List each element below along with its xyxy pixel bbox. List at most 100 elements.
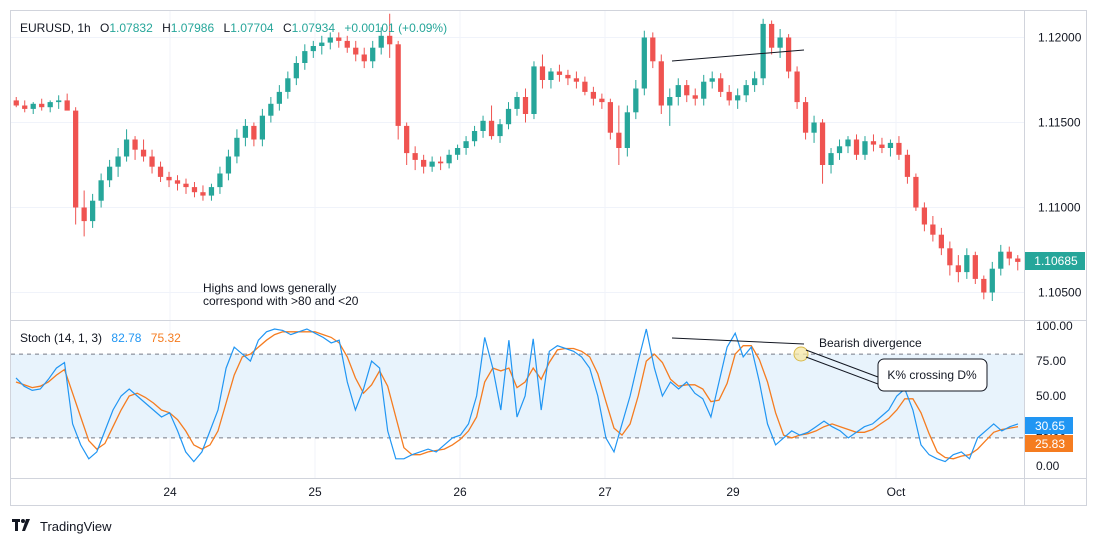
candle-body (39, 103, 45, 108)
price-annotation-line-2: correspond with >80 and <20 (203, 294, 359, 308)
candle-body (938, 234, 945, 249)
candle-body (183, 183, 189, 188)
candle-body (921, 207, 928, 225)
candle-body (140, 149, 147, 157)
stoch-tick-label: 0.00 (1036, 459, 1060, 473)
stoch-d-value: 75.32 (151, 331, 181, 345)
candle-body (548, 71, 554, 80)
tradingview-logo[interactable]: TradingView (12, 518, 112, 534)
candle-body (556, 71, 563, 75)
stoch-overbought-oversold-band (11, 354, 1024, 438)
candle-body (437, 161, 444, 164)
candle-body (174, 180, 181, 184)
candle-body (777, 37, 783, 48)
close-label: C (283, 21, 292, 35)
time-axis[interactable]: 24 25 26 27 29 Oct (163, 485, 906, 499)
candle-body (64, 100, 70, 111)
stoch-tick-label: 100.00 (1036, 319, 1073, 333)
candle-body (327, 37, 333, 43)
candle-body (259, 115, 266, 140)
candle-body (836, 146, 843, 154)
price-grid (11, 11, 1024, 320)
stoch-legend[interactable]: Stoch (14, 1, 3) 82.78 75.32 (20, 331, 181, 345)
candle-body (225, 156, 232, 174)
candle-body (955, 265, 961, 273)
candle-body (896, 142, 902, 155)
time-tick-label: 25 (308, 485, 322, 499)
stoch-k-line (15, 328, 1019, 463)
candle-body (157, 166, 164, 177)
candle-body (497, 124, 503, 137)
candle-body (429, 161, 435, 167)
candle-body (701, 81, 707, 99)
crossing-highlight-circle (793, 346, 809, 362)
stoch-d-last-marker: 25.83 (1025, 435, 1073, 452)
candle-body (208, 187, 215, 196)
candle-body (353, 47, 359, 55)
price-divergence-trendline[interactable] (671, 49, 805, 62)
candle-body (1006, 251, 1012, 259)
candle-body (667, 97, 673, 106)
change-value: +0.00101 (+0.09%) (344, 21, 447, 35)
open-value: 1.07832 (109, 21, 153, 35)
candle-body (904, 154, 911, 177)
candle-body (726, 91, 732, 101)
candlestick-series (13, 13, 1021, 301)
candle-body (752, 78, 758, 86)
time-tick-label: 27 (598, 485, 612, 499)
candle-body (421, 159, 427, 167)
stoch-k-last-label: 30.65 (1035, 419, 1065, 433)
candle-body (149, 156, 155, 167)
stoch-divergence-trendline[interactable] (671, 337, 805, 345)
high-label: H (162, 21, 171, 35)
candle-body (684, 85, 690, 96)
candle-body (565, 74, 571, 79)
candle-body (22, 105, 28, 109)
candle-body (811, 122, 817, 133)
candle-body (98, 180, 104, 201)
candle-body (488, 120, 495, 137)
price-tick-label: 1.11000 (1038, 201, 1081, 215)
candle-body (132, 139, 138, 150)
candle-body (998, 251, 1004, 269)
stoch-tick-label: 75.00 (1036, 354, 1066, 368)
candle-body (692, 95, 698, 99)
candle-body (404, 125, 410, 154)
divergence-label: Bearish divergence (819, 336, 922, 350)
price-tick-label: 1.10500 (1038, 286, 1082, 300)
time-tick-label: 24 (163, 485, 177, 499)
candle-body (522, 97, 529, 114)
candle-body (463, 141, 469, 148)
candle-body (200, 192, 206, 196)
candle-body (616, 132, 622, 148)
candle-body (514, 97, 520, 109)
candle-body (234, 137, 240, 157)
symbol-legend[interactable]: EURUSD, 1h O1.07832 H1.07986 L1.07704 C1… (20, 21, 447, 35)
candle-body (760, 23, 766, 79)
candle-body (531, 66, 537, 114)
candle-body (845, 139, 851, 147)
candle-body (802, 102, 809, 133)
candle-body (73, 110, 79, 208)
candle-body (675, 85, 681, 97)
candle-body (217, 173, 223, 188)
candle-body (89, 200, 96, 222)
candle-body (191, 187, 198, 193)
low-value: 1.07704 (230, 21, 274, 35)
candle-body (633, 88, 639, 113)
stoch-title: Stoch (14, 1, 3) (20, 331, 102, 345)
crossing-callout-text: K% crossing D% (887, 368, 977, 382)
candle-body (319, 42, 325, 46)
candle-body (853, 139, 860, 155)
candle-body (828, 153, 834, 165)
price-axis[interactable]: 1.12000 1.11500 1.11000 1.10500 (1038, 31, 1082, 300)
candle-body (293, 63, 299, 79)
candle-body (81, 207, 87, 222)
candle-body (718, 78, 724, 92)
candle-body (870, 141, 877, 145)
candle-body (310, 46, 316, 52)
candle-body (539, 66, 546, 80)
candle-body (599, 98, 605, 103)
candle-body (505, 108, 512, 125)
